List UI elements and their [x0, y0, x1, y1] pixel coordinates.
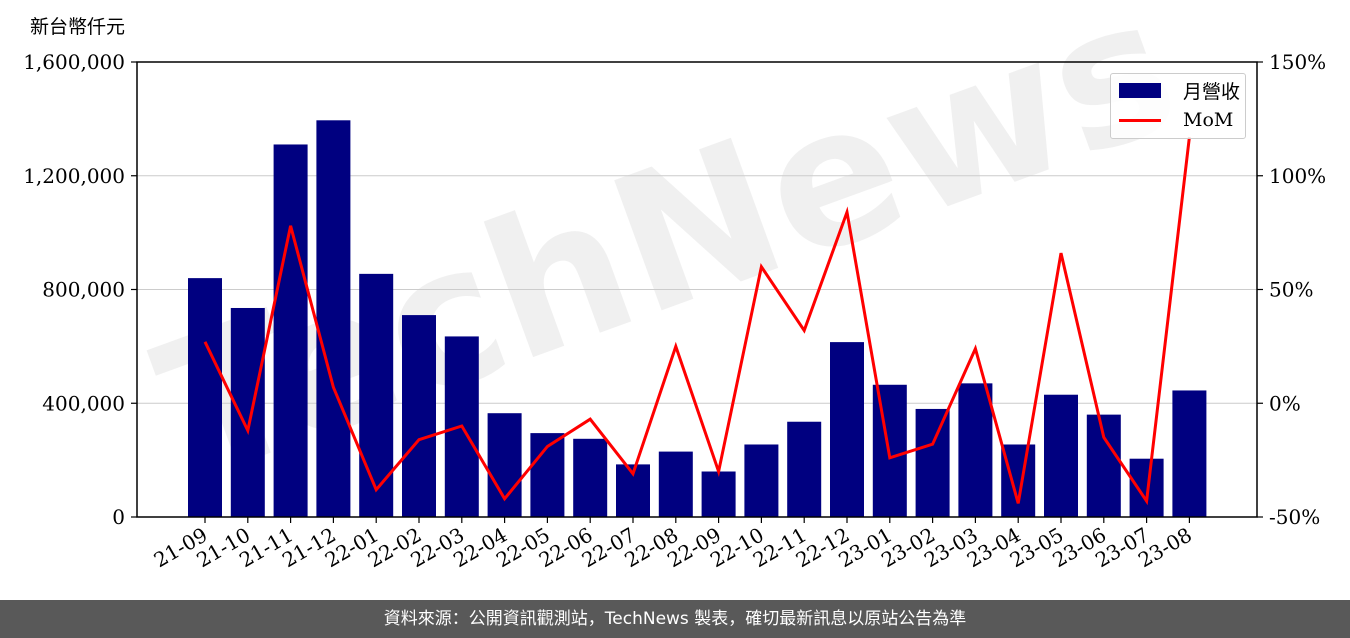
revenue-bars — [188, 120, 1207, 517]
legend-item-mom: MoM — [1119, 109, 1233, 131]
legend-label-mom: MoM — [1183, 109, 1234, 131]
legend-label-revenue: 月營收 — [1183, 80, 1241, 103]
revenue-bar — [830, 342, 864, 517]
mom-line — [203, 136, 1191, 506]
revenue-bar — [701, 471, 736, 517]
revenue-mom-chart: TechNews 0400,000800,0001,200,0001,600,0… — [23, 0, 1326, 572]
y-left-tick-label: 400,000 — [42, 391, 125, 415]
legend-swatch-mom — [1119, 118, 1161, 122]
revenue-bar — [958, 383, 993, 517]
revenue-bar — [1044, 394, 1078, 517]
revenue-bar — [487, 413, 522, 517]
revenue-bar — [188, 278, 222, 517]
revenue-bar — [744, 444, 779, 517]
mom-line-group — [203, 136, 1191, 506]
legend-swatch-revenue — [1119, 82, 1161, 98]
revenue-bar — [915, 408, 950, 517]
revenue-bar — [230, 307, 265, 517]
y-right-tick-label: 150% — [1269, 50, 1326, 74]
revenue-bar — [1001, 444, 1036, 517]
revenue-bar — [1172, 390, 1207, 517]
y-left-tick-label: 1,600,000 — [23, 50, 125, 74]
y-right-tick-label: -50% — [1269, 505, 1320, 529]
legend-item-revenue: 月營收 — [1119, 79, 1241, 103]
revenue-bar — [573, 438, 608, 517]
revenue-bar — [658, 451, 693, 517]
revenue-bar — [273, 144, 308, 517]
y-right-tick-label: 0% — [1269, 391, 1301, 415]
y-left-tick-label: 0 — [112, 505, 125, 529]
y-right-tick-label: 100% — [1269, 164, 1326, 188]
y-axis-unit-label: 新台幣仟元 — [30, 16, 126, 38]
revenue-bar — [359, 273, 394, 517]
revenue-bar — [787, 421, 822, 517]
revenue-bar — [1086, 414, 1121, 517]
chart-legend: 月營收 MoM — [1110, 73, 1246, 139]
y-left-tick-label: 800,000 — [42, 278, 125, 302]
y-left-tick-label: 1,200,000 — [23, 164, 125, 188]
revenue-bar — [402, 315, 436, 517]
source-footer: 資料來源：公開資訊觀測站，TechNews 製表，確切最新訊息以原站公告為準 — [0, 600, 1350, 638]
revenue-bar — [1129, 458, 1164, 517]
y-right-tick-label: 50% — [1269, 278, 1313, 302]
revenue-bar — [316, 120, 351, 517]
